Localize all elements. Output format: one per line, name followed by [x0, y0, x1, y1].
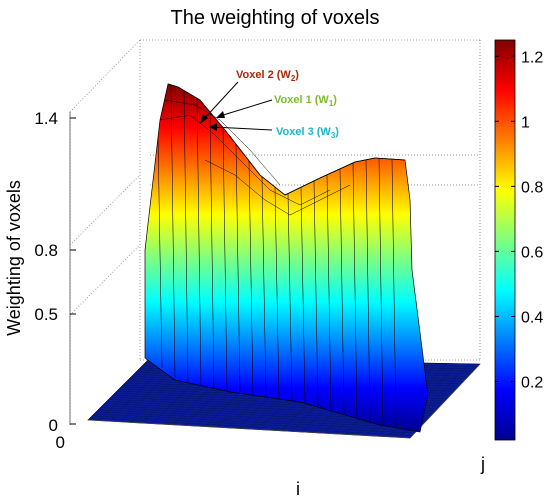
colorbar-tick-label: 0.4	[521, 309, 543, 326]
surface	[144, 83, 429, 433]
annotation-arrow	[212, 126, 273, 131]
annotation-arrow	[219, 99, 273, 117]
colorbar-tick-label: 1	[521, 114, 530, 131]
colorbar-gradient	[494, 39, 516, 441]
x-axis-label: i	[296, 479, 300, 499]
annotation-voxel-1: Voxel 1 (W1)	[274, 94, 337, 108]
z-tick-label: 0.8	[34, 241, 58, 260]
z-axis-label: Weighting of voxels	[4, 180, 24, 336]
colorbar: 0.2 0.4 0.6 0.8 1 1.2	[494, 39, 543, 441]
colorbar-tick-label: 0.2	[521, 374, 543, 391]
z-tick-label: 0	[49, 416, 58, 435]
z-tick-label: 0.5	[34, 305, 58, 324]
chart-title: The weighting of voxels	[170, 7, 379, 29]
annotation-arrowhead	[200, 114, 208, 124]
z-tick-label: 1.4	[34, 109, 58, 128]
colorbar-tick-label: 0.6	[521, 244, 543, 261]
annotation-arrowhead	[209, 123, 217, 131]
annotations: Voxel 2 (W2) Voxel 1 (W1) Voxel 3 (W3)	[200, 69, 339, 140]
z-axis: 1.4 0.8 0.5 0 Weighting of voxels	[4, 109, 76, 435]
annotation-voxel-3: Voxel 3 (W3)	[276, 126, 339, 140]
annotation-arrowhead	[216, 111, 225, 118]
annotation-voxel-2: Voxel 2 (W2)	[236, 69, 299, 83]
x-tick-label: 0	[56, 433, 65, 452]
colorbar-tick-label: 1.2	[521, 49, 543, 66]
colorbar-tick-label: 0.8	[521, 179, 543, 196]
annotation-arrow	[202, 81, 239, 121]
y-axis-label: j	[480, 454, 485, 474]
